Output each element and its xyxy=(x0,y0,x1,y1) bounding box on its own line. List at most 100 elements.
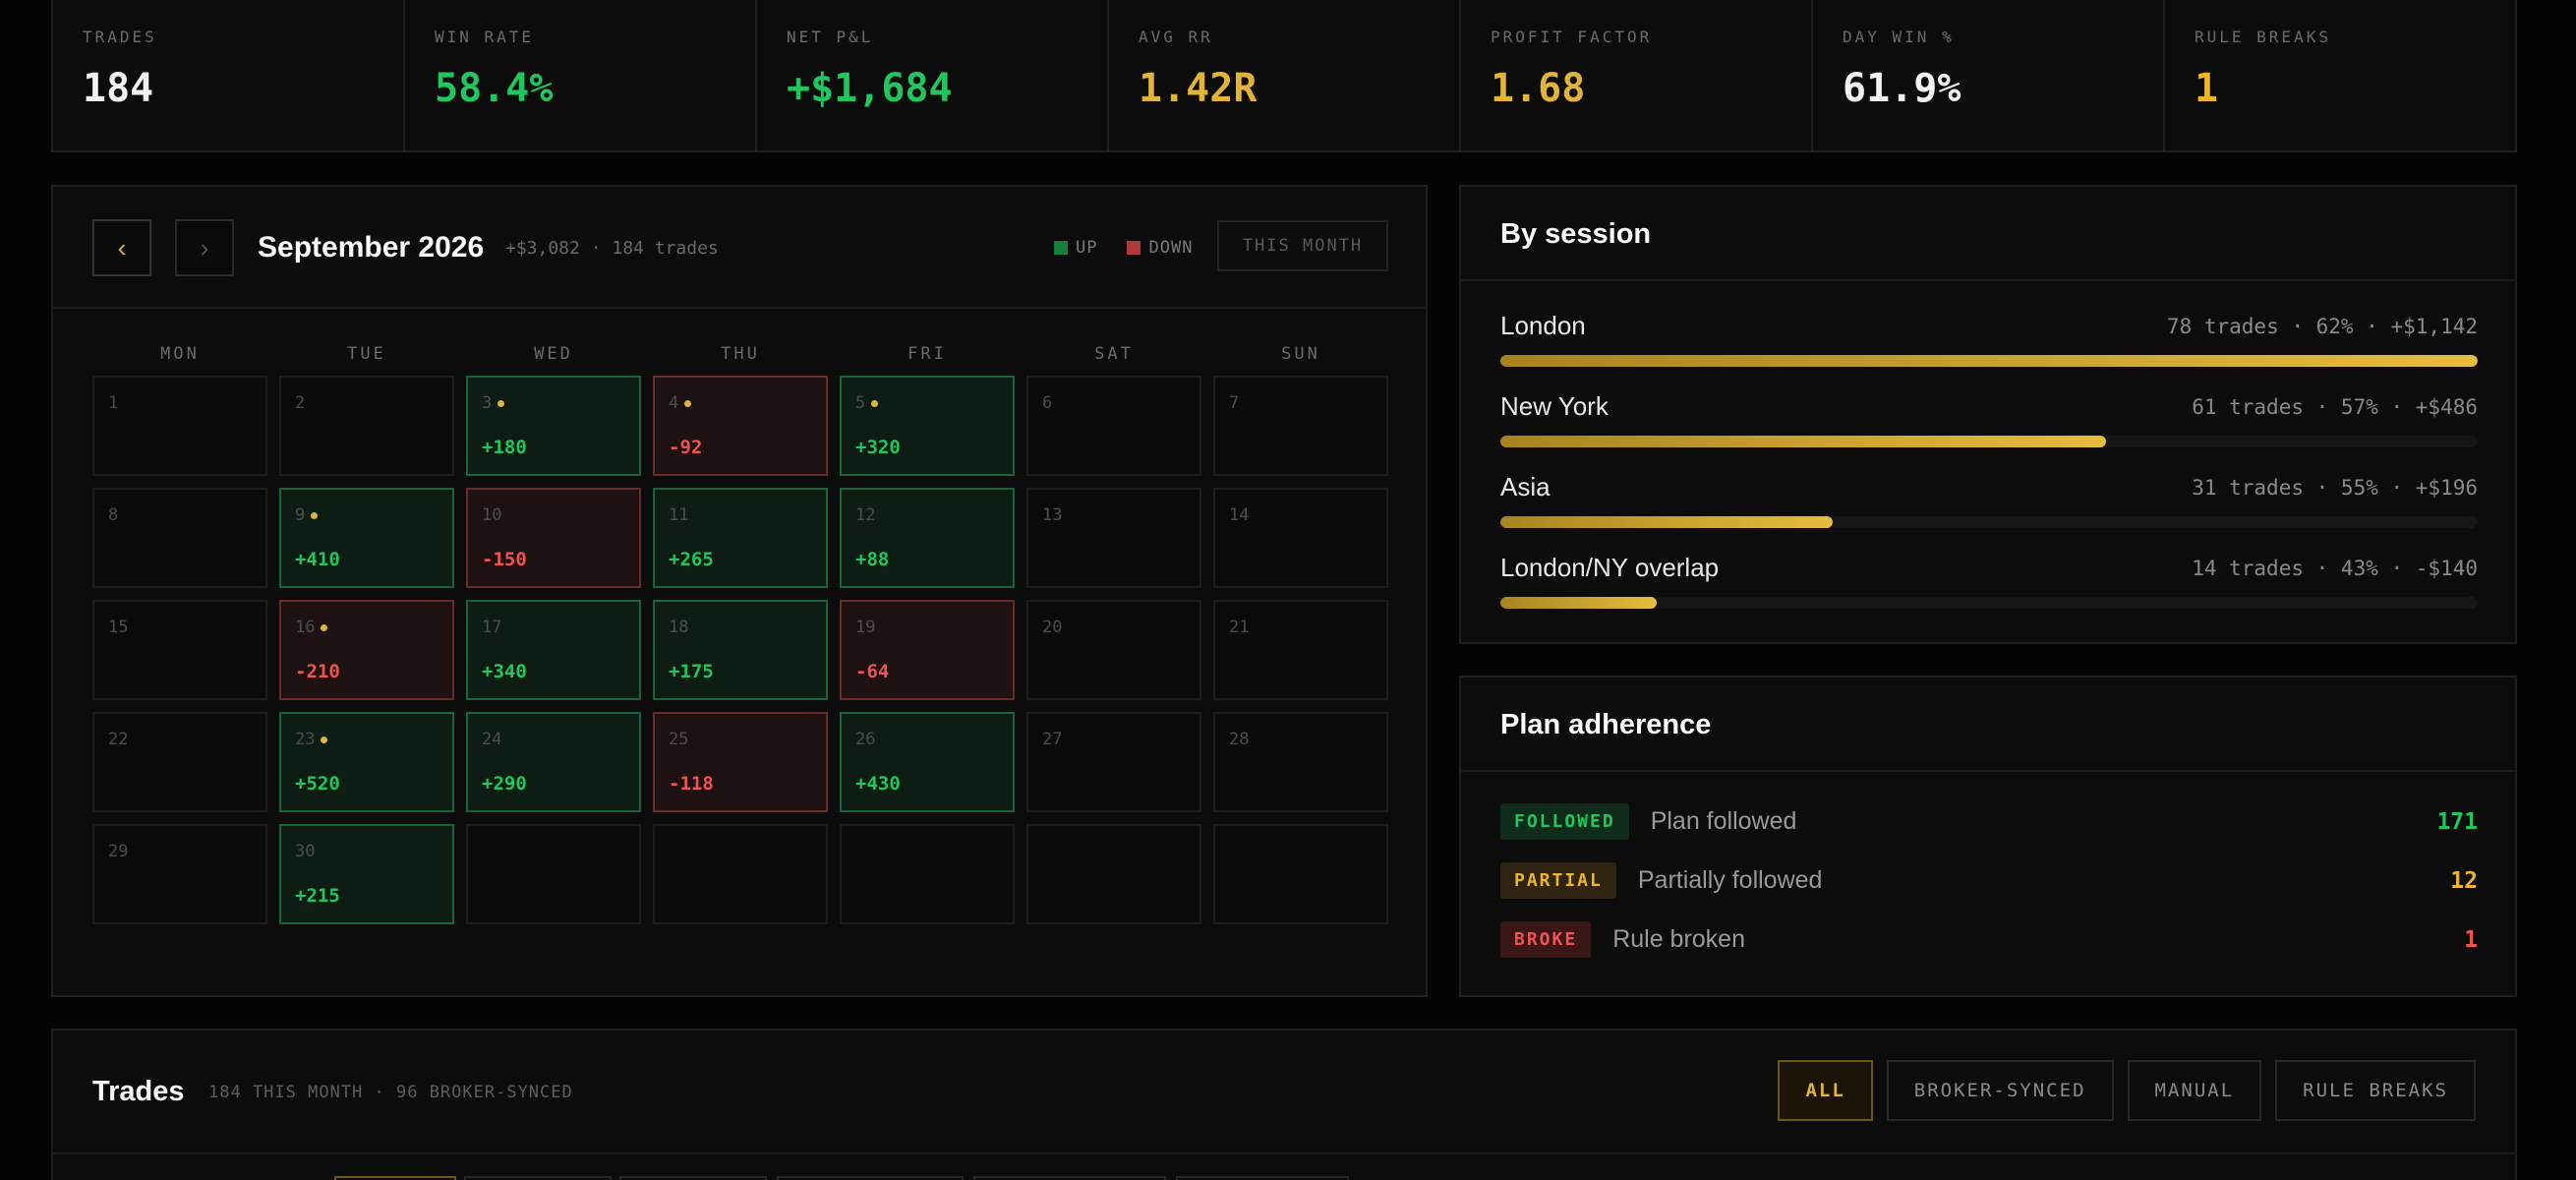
weekday-label: SAT xyxy=(1094,344,1134,364)
filter-button-rule-breaks[interactable]: RULE BREAKS xyxy=(2275,1060,2476,1121)
day-number: 5 xyxy=(855,393,879,413)
day-pnl: -150 xyxy=(482,549,527,570)
day-number: 13 xyxy=(1042,505,1062,525)
calendar-day[interactable]: 3 +180 xyxy=(466,376,641,476)
table-tab-stub[interactable] xyxy=(619,1176,767,1180)
stat-card: DAY WIN % 61.9% xyxy=(1813,0,2165,150)
calendar-day[interactable]: 24 +290 xyxy=(466,712,641,812)
day-number-text: 24 xyxy=(482,730,502,749)
day-pnl: +410 xyxy=(295,549,340,570)
calendar-day[interactable]: 1 xyxy=(92,376,267,476)
table-tab-stub[interactable] xyxy=(334,1176,456,1180)
calendar-day[interactable]: 17 +340 xyxy=(466,600,641,700)
calendar-day[interactable]: 10 -150 xyxy=(466,488,641,588)
day-pnl: +88 xyxy=(855,549,890,570)
stat-card: RULE BREAKS 1 xyxy=(2165,0,2515,150)
calendar-day[interactable]: 30 +215 xyxy=(279,824,454,924)
calendar-day[interactable]: 8 xyxy=(92,488,267,588)
trades-title: Trades xyxy=(92,1076,185,1107)
adherence-label: Partially followed xyxy=(1637,866,1823,894)
day-number-text: 20 xyxy=(1042,618,1063,637)
calendar-day xyxy=(1026,824,1201,924)
table-tab-stub[interactable] xyxy=(1176,1176,1349,1180)
this-month-button[interactable]: THIS MONTH xyxy=(1217,220,1388,271)
calendar-day[interactable]: 13 xyxy=(1026,488,1201,588)
pnl-calendar: ‹ › September 2026 +$3,082 · 184 trades … xyxy=(51,185,1428,997)
session-row[interactable]: London 78 trades · 62% · +$1,142 xyxy=(1500,311,2478,367)
calendar-day[interactable]: 2 xyxy=(279,376,454,476)
plan-adherence-row[interactable]: FOLLOWED Plan followed 171 xyxy=(1500,803,2478,840)
calendar-day[interactable]: 26 +430 xyxy=(840,712,1015,812)
session-progress-track xyxy=(1500,516,2478,528)
day-number: 14 xyxy=(1229,505,1249,525)
calendar-day[interactable]: 4 -92 xyxy=(653,376,828,476)
calendar-day[interactable]: 23 +520 xyxy=(279,712,454,812)
filter-button-manual[interactable]: MANUAL xyxy=(2127,1060,2262,1121)
calendar-day[interactable]: 12 +88 xyxy=(840,488,1015,588)
day-number: 27 xyxy=(1042,730,1062,749)
day-number: 24 xyxy=(482,730,501,749)
stat-label: WIN RATE xyxy=(435,28,535,46)
day-number-text: 18 xyxy=(669,618,689,637)
stat-value: 61.9% xyxy=(1843,66,1961,111)
calendar-day[interactable]: 21 xyxy=(1213,600,1388,700)
day-number: 25 xyxy=(669,730,688,749)
session-row-header: London/NY overlap 14 trades · 43% · -$140 xyxy=(1500,553,2478,583)
journal-note-dot-icon xyxy=(498,399,505,407)
session-row[interactable]: Asia 31 trades · 55% · +$196 xyxy=(1500,472,2478,528)
calendar-grid: 1 2 3 +180 4 -92 5 +320 6 7 8 9 +410 10 -150 11 +265 12 +8… xyxy=(92,376,1388,924)
day-number: 19 xyxy=(855,618,875,637)
day-number: 3 xyxy=(482,393,505,413)
calendar-day[interactable]: 27 xyxy=(1026,712,1201,812)
previous-month-button[interactable]: ‹ xyxy=(92,219,151,276)
adherence-badge: FOLLOWED xyxy=(1500,803,1629,840)
weekday-label: TUE xyxy=(347,344,386,364)
session-progress-fill xyxy=(1500,436,2107,447)
calendar-day[interactable]: 25 -118 xyxy=(653,712,828,812)
plan-adherence-row[interactable]: BROKE Rule broken 1 xyxy=(1500,921,2478,958)
table-tab-stub[interactable] xyxy=(464,1176,612,1180)
calendar-day[interactable]: 19 -64 xyxy=(840,600,1015,700)
calendar-day[interactable]: 7 xyxy=(1213,376,1388,476)
calendar-day[interactable]: 14 xyxy=(1213,488,1388,588)
calendar-day[interactable]: 9 +410 xyxy=(279,488,454,588)
day-number-text: 22 xyxy=(108,730,129,749)
day-number-text: 6 xyxy=(1042,393,1053,413)
calendar-day[interactable]: 15 xyxy=(92,600,267,700)
day-number: 26 xyxy=(855,730,875,749)
day-number: 21 xyxy=(1229,618,1249,637)
plan-adherence-row[interactable]: PARTIAL Partially followed 12 xyxy=(1500,862,2478,899)
table-tab-stub[interactable] xyxy=(973,1176,1166,1180)
day-number: 16 xyxy=(295,618,328,637)
chevron-left-icon: ‹ xyxy=(117,232,127,263)
filter-button-all[interactable]: ALL xyxy=(1778,1060,1873,1121)
day-number-text: 30 xyxy=(295,842,316,861)
stat-value: 184 xyxy=(83,66,154,111)
calendar-day[interactable]: 16 -210 xyxy=(279,600,454,700)
session-stats: 31 trades · 55% · +$196 xyxy=(2192,475,2478,500)
session-row[interactable]: London/NY overlap 14 trades · 43% · -$140 xyxy=(1500,553,2478,609)
calendar-day[interactable]: 18 +175 xyxy=(653,600,828,700)
journal-note-dot-icon xyxy=(684,399,692,407)
calendar-day[interactable]: 29 xyxy=(92,824,267,924)
by-session-title: By session xyxy=(1461,187,2515,281)
calendar-day[interactable]: 11 +265 xyxy=(653,488,828,588)
calendar-day[interactable]: 22 xyxy=(92,712,267,812)
day-number-text: 5 xyxy=(855,393,866,413)
stat-card: NET P&L +$1,684 xyxy=(757,0,1109,150)
calendar-day[interactable]: 28 xyxy=(1213,712,1388,812)
day-number: 23 xyxy=(295,730,328,749)
calendar-day[interactable]: 6 xyxy=(1026,376,1201,476)
calendar-day xyxy=(1213,824,1388,924)
calendar-day[interactable]: 20 xyxy=(1026,600,1201,700)
filter-button-broker-synced[interactable]: BROKER-SYNCED xyxy=(1886,1060,2114,1121)
adherence-badge: BROKE xyxy=(1500,921,1592,958)
session-row-header: Asia 31 trades · 55% · +$196 xyxy=(1500,472,2478,502)
next-month-button[interactable]: › xyxy=(175,219,234,276)
day-number-text: 15 xyxy=(108,618,129,637)
calendar-month-title: September 2026 xyxy=(258,231,485,264)
day-number-text: 25 xyxy=(669,730,689,749)
calendar-day[interactable]: 5 +320 xyxy=(840,376,1015,476)
table-tab-stub[interactable] xyxy=(777,1176,964,1180)
session-row[interactable]: New York 61 trades · 57% · +$486 xyxy=(1500,391,2478,447)
